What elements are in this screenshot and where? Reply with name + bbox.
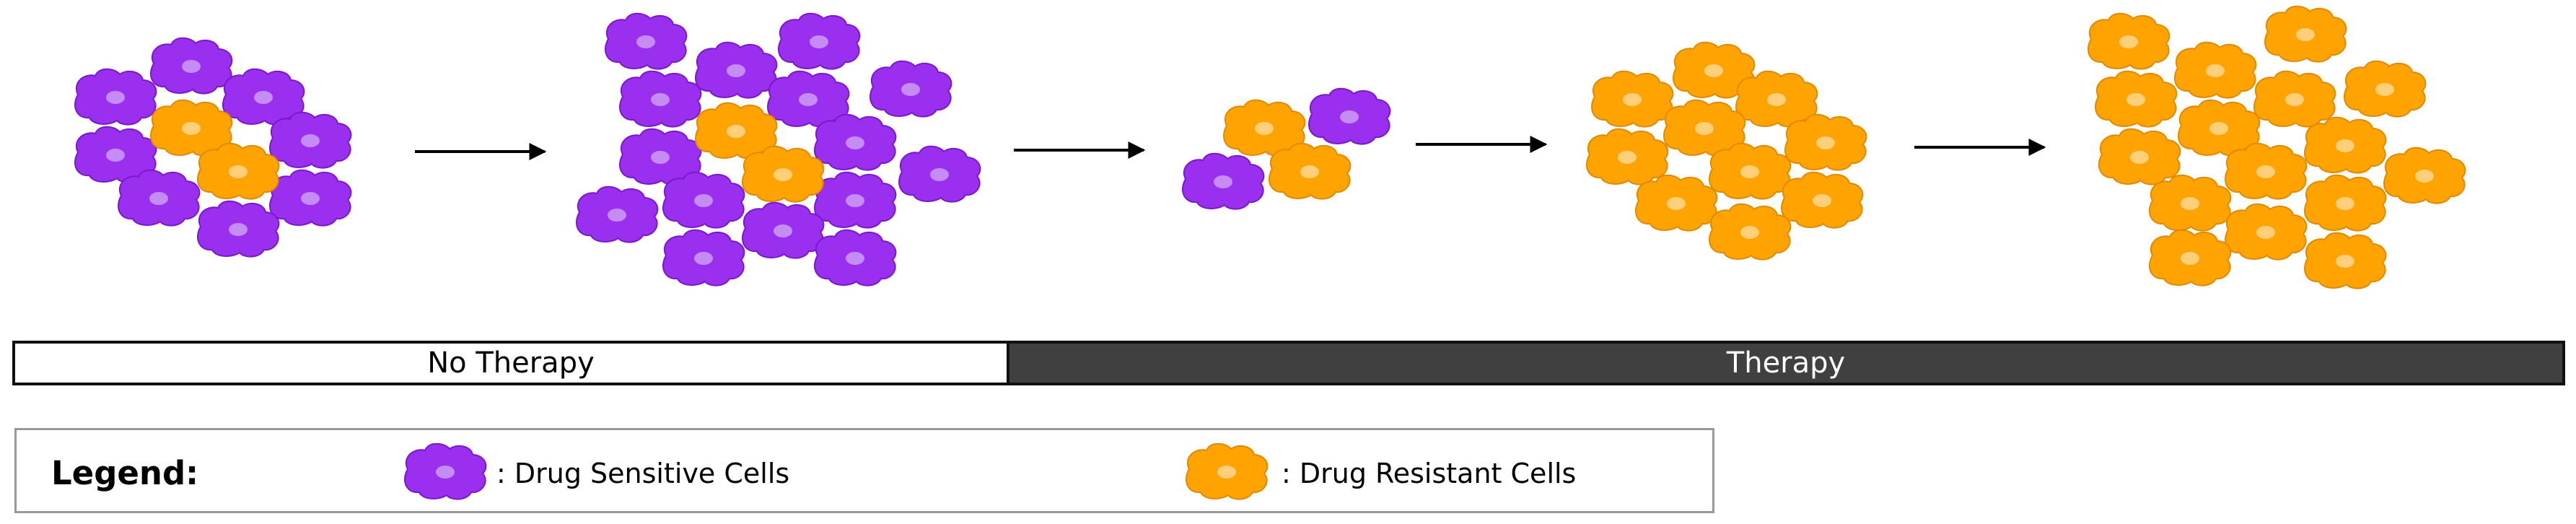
drug-sensitive-cell (269, 111, 352, 169)
drug-resistant-cell (2304, 174, 2387, 232)
drug-resistant-cell (1673, 41, 1756, 99)
drug-sensitive-cell (619, 70, 702, 128)
drug-sensitive-cell (814, 229, 897, 287)
drug-resistant-cell (2098, 128, 2181, 185)
drug-resistant-cell (2149, 229, 2232, 287)
drug-resistant-cell (2225, 142, 2308, 200)
stage-2-cell-cluster (576, 12, 981, 287)
drug-resistant-cell (197, 142, 280, 200)
drug-sensitive-cell (814, 171, 897, 229)
drug-sensitive-cell (576, 185, 659, 243)
legend-sensitive-label: : Drug Sensitive Cells (496, 458, 790, 489)
drug-resistant-cell (1709, 142, 1792, 200)
drug-sensitive-cell (619, 128, 702, 185)
drug-sensitive-cell (118, 169, 201, 227)
drug-resistant-cell (695, 102, 778, 160)
drug-sensitive-cell (778, 12, 861, 70)
drug-sensitive-cell (1308, 87, 1391, 145)
therapy-label: Therapy (1726, 346, 1846, 380)
stage-5-cell-cluster (2087, 5, 2466, 289)
stage-3-cell-cluster (1182, 87, 1391, 210)
no-therapy-bar: No Therapy (12, 341, 1009, 385)
drug-resistant-cell (1781, 171, 1864, 229)
drug-sensitive-cell (898, 145, 981, 203)
drug-sensitive-cell (695, 41, 778, 99)
drug-sensitive-cell-icon (404, 443, 487, 500)
drug-sensitive-cell-shape (404, 443, 487, 500)
therapy-bar: Therapy (1007, 341, 2565, 385)
drug-resistant-cell (1223, 99, 1306, 157)
drug-resistant-cell (2149, 174, 2232, 232)
drug-sensitive-cell (269, 169, 352, 227)
drug-resistant-cell (2264, 5, 2347, 63)
drug-resistant-cell (1269, 142, 1351, 200)
legend-box: Legend: : Drug Sensitive Cells : Drug Re… (14, 428, 1714, 513)
drug-sensitive-cell (74, 68, 157, 126)
drug-resistant-cell (2178, 99, 2261, 157)
stage-1-cell-cluster (74, 37, 352, 258)
legend-resistant-label: : Drug Resistant Cells (1282, 458, 1577, 489)
drug-sensitive-cell (662, 171, 745, 229)
drug-resistant-cell (1784, 113, 1867, 171)
drug-resistant-cell (1735, 70, 1818, 128)
legend-title: Legend: (51, 454, 199, 492)
drug-resistant-cell (150, 99, 233, 157)
drug-sensitive-cell (767, 70, 850, 128)
drug-resistant-cell (2304, 232, 2387, 289)
drug-resistant-cell (1663, 99, 1746, 157)
drug-resistant-cell (2383, 147, 2466, 204)
drug-sensitive-cell (197, 200, 280, 258)
drug-resistant-cell (2304, 116, 2387, 174)
drug-resistant-cell (2095, 70, 2178, 128)
drug-sensitive-cell (1182, 152, 1265, 210)
cell-evolution-diagram (74, 5, 2466, 289)
drug-resistant-cell (1591, 70, 1674, 128)
drug-sensitive-cell (150, 37, 233, 95)
drug-sensitive-cell (222, 68, 305, 126)
drug-resistant-cell (2087, 12, 2170, 70)
drug-resistant-cell-icon (1186, 443, 1269, 500)
drug-resistant-cell (2225, 203, 2308, 261)
drug-resistant-cell-shape (1186, 443, 1269, 500)
drug-sensitive-cell (814, 113, 897, 171)
drug-resistant-cell (2344, 60, 2427, 118)
drug-resistant-cell (2253, 70, 2336, 128)
drug-resistant-cell (1586, 128, 1669, 185)
drug-sensitive-cell (662, 229, 745, 287)
no-therapy-label: No Therapy (427, 346, 595, 380)
drug-sensitive-cell (869, 60, 952, 118)
drug-resistant-cell (2174, 41, 2257, 99)
drug-sensitive-cell (742, 201, 825, 259)
stage-4-cell-cluster (1586, 41, 1867, 261)
drug-sensitive-cell (605, 12, 688, 70)
drug-resistant-cell (742, 145, 825, 203)
drug-resistant-cell (1635, 174, 1718, 232)
drug-sensitive-cell (74, 126, 157, 183)
drug-resistant-cell (1709, 203, 1792, 261)
